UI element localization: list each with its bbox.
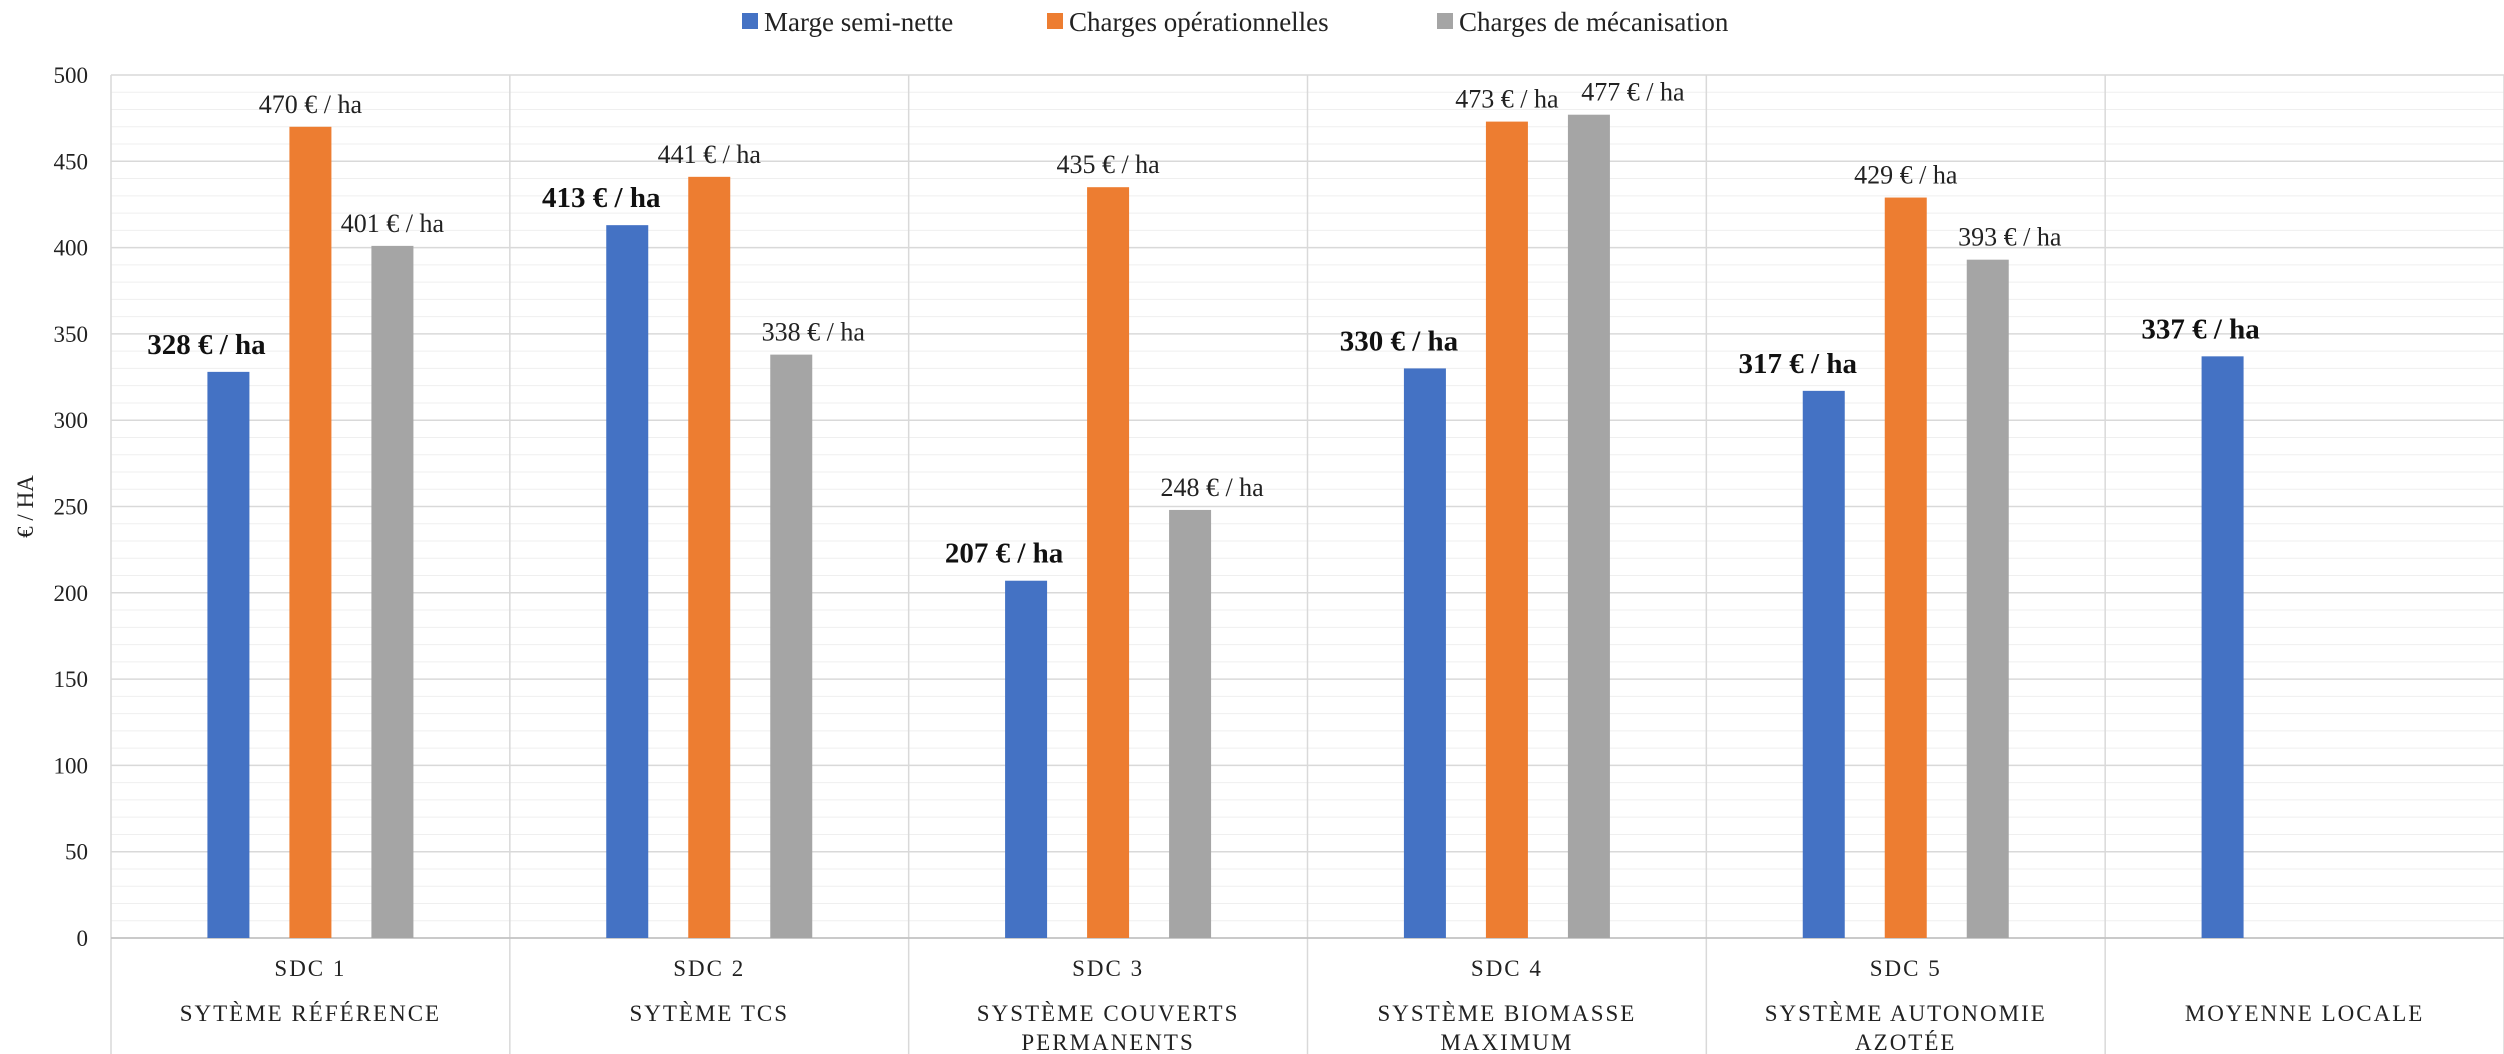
- data-label: 429 € / ha: [1854, 161, 1958, 190]
- y-tick-label: 0: [77, 926, 89, 951]
- bar-charges-de-m-canisation-2: [770, 354, 813, 938]
- legend-swatch: [742, 13, 758, 29]
- data-label: 248 € / ha: [1160, 473, 1264, 502]
- bar-charges-op-rationnelles-3: [1087, 187, 1130, 938]
- y-tick-label: 450: [54, 149, 89, 174]
- bar-charges-op-rationnelles-4: [1485, 121, 1528, 939]
- data-label: 207 € / ha: [945, 538, 1064, 570]
- data-label: 338 € / ha: [762, 318, 866, 347]
- y-tick-label: 50: [65, 840, 88, 865]
- x-category-label: SYSTÈME COUVERTS: [977, 1001, 1240, 1026]
- bar-marge-semi-nette-2: [606, 225, 649, 939]
- y-axis-label: € / HA: [13, 475, 38, 538]
- data-label: 401 € / ha: [341, 209, 445, 238]
- x-category-label: SYTÈME TCS: [629, 1001, 789, 1026]
- data-label: 330 € / ha: [1340, 325, 1459, 357]
- y-tick-label: 400: [54, 236, 89, 261]
- data-label: 477 € / ha: [1581, 78, 1685, 107]
- y-tick-label: 250: [54, 495, 89, 520]
- bar-charges-de-m-canisation-1: [371, 245, 414, 938]
- data-label: 413 € / ha: [542, 182, 661, 214]
- data-label: 328 € / ha: [147, 329, 266, 361]
- x-category-code: SDC 3: [1072, 956, 1144, 981]
- y-tick-label: 150: [54, 667, 89, 692]
- x-category-code: SDC 2: [673, 956, 745, 981]
- x-category-code: SDC 4: [1471, 956, 1543, 981]
- bar-charges-de-m-canisation-4: [1567, 114, 1610, 938]
- bar-marge-semi-nette-1: [207, 371, 250, 938]
- data-label: 393 € / ha: [1958, 223, 2062, 252]
- y-tick-label: 100: [54, 753, 89, 778]
- legend-swatch: [1437, 13, 1453, 29]
- x-category-label: MOYENNE LOCALE: [2185, 1001, 2424, 1026]
- legend-label: Charges de mécanisation: [1459, 7, 1729, 37]
- bar-charges-op-rationnelles-2: [688, 176, 731, 939]
- data-label: 441 € / ha: [658, 140, 762, 169]
- y-tick-label: 200: [54, 581, 89, 606]
- data-label: 337 € / ha: [2141, 313, 2260, 345]
- data-label: 317 € / ha: [1739, 348, 1858, 380]
- bar-charges-op-rationnelles-1: [289, 126, 332, 938]
- legend-swatch: [1047, 13, 1063, 29]
- data-label: 470 € / ha: [259, 90, 363, 119]
- bar-charges-de-m-canisation-5: [1966, 259, 2009, 938]
- bar-charges-op-rationnelles-5: [1884, 197, 1927, 938]
- x-category-label: SYSTÈME AUTONOMIE: [1765, 1001, 2047, 1026]
- legend-label: Marge semi-nette: [764, 7, 953, 37]
- data-label: 473 € / ha: [1455, 85, 1559, 114]
- data-label: 435 € / ha: [1056, 150, 1160, 179]
- bar-charges-de-m-canisation-3: [1169, 509, 1212, 938]
- legend-label: Charges opérationnelles: [1069, 7, 1329, 37]
- category-separators: [110, 75, 2504, 1054]
- bar-marge-semi-nette-5: [1802, 390, 1845, 938]
- x-category-label: PERMANENTS: [1021, 1030, 1194, 1054]
- bars: [207, 114, 2244, 939]
- x-category-code: SDC 1: [274, 956, 346, 981]
- x-category-label: AZOTÉE: [1855, 1030, 1956, 1054]
- x-category-label: SYTÈME RÉFÉRENCE: [180, 1001, 441, 1026]
- x-axis-labels: SDC 1 SYTÈME RÉFÉRENCE SDC 2 SYTÈME TCS SDC …: [180, 956, 2424, 1054]
- x-category-label: MAXIMUM: [1440, 1030, 1573, 1054]
- legend-item: Marge semi-nette: [742, 7, 953, 37]
- x-category-label: SYSTÈME BIOMASSE: [1377, 1001, 1636, 1026]
- bar-marge-semi-nette-6: [2201, 356, 2244, 938]
- y-axis-ticks: 0 50 100 150 200 250 300 350 400 450 500: [54, 63, 89, 951]
- data-labels: 328 € / ha 413 € / ha 207 € / ha 330 € / ha…: [147, 78, 2260, 570]
- legend: Marge semi-nette Charges opérationnelles C…: [742, 7, 1729, 37]
- legend-item: Charges opérationnelles: [1047, 7, 1329, 37]
- bar-marge-semi-nette-4: [1403, 368, 1446, 938]
- y-tick-label: 300: [54, 408, 89, 433]
- y-tick-label: 350: [54, 322, 89, 347]
- y-tick-label: 500: [54, 63, 89, 88]
- legend-item: Charges de mécanisation: [1437, 7, 1729, 37]
- x-category-code: SDC 5: [1870, 956, 1942, 981]
- bar-marge-semi-nette-3: [1005, 580, 1048, 938]
